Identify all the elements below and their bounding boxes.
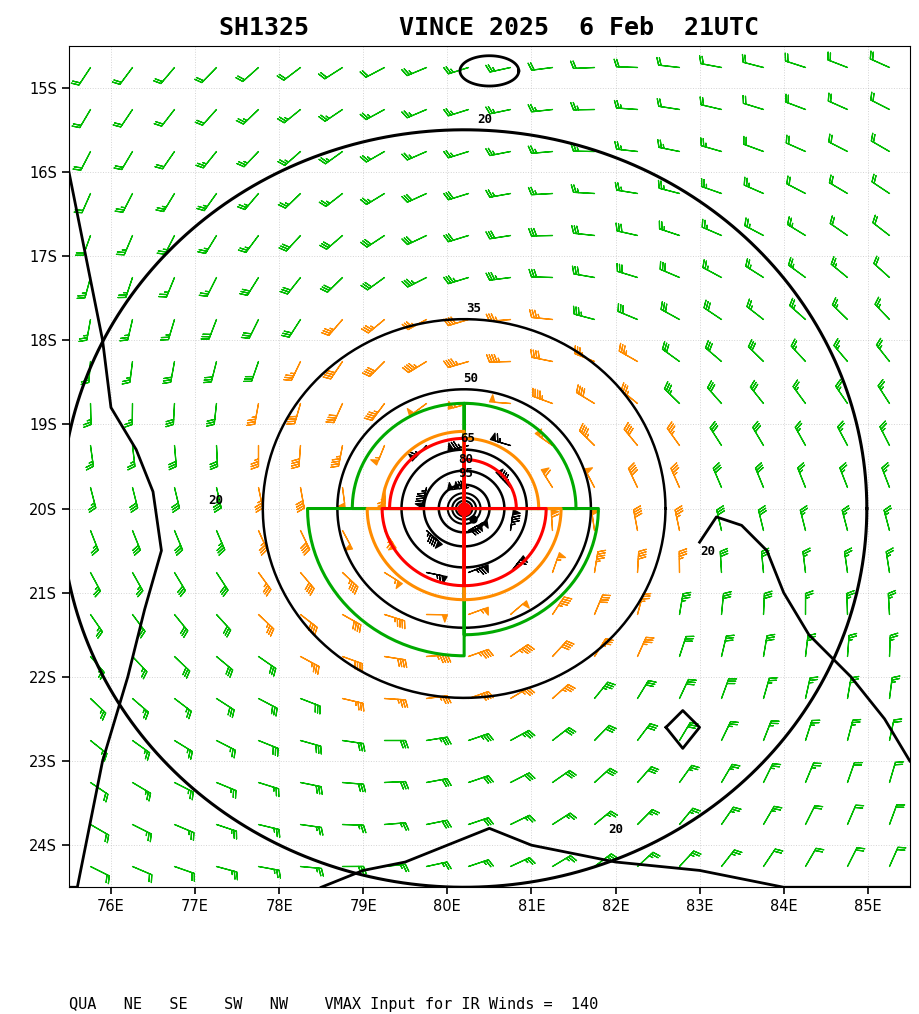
Text: 65: 65 bbox=[460, 432, 475, 445]
Text: 50: 50 bbox=[463, 372, 478, 385]
Polygon shape bbox=[462, 506, 466, 511]
Text: 95: 95 bbox=[458, 467, 473, 481]
Text: QUA   NE   SE    SW   NW    VMAX Input for IR Winds =  140: QUA NE SE SW NW VMAX Input for IR Winds … bbox=[69, 997, 598, 1012]
Text: 20: 20 bbox=[477, 113, 492, 126]
Text: 80: 80 bbox=[459, 453, 473, 466]
Text: 35: 35 bbox=[467, 302, 482, 315]
Text: 20: 20 bbox=[608, 822, 623, 836]
Text: 20: 20 bbox=[209, 494, 223, 507]
Text: 20: 20 bbox=[700, 545, 716, 558]
Title: SH1325      VINCE 2025  6 Feb  21UTC: SH1325 VINCE 2025 6 Feb 21UTC bbox=[220, 15, 759, 40]
